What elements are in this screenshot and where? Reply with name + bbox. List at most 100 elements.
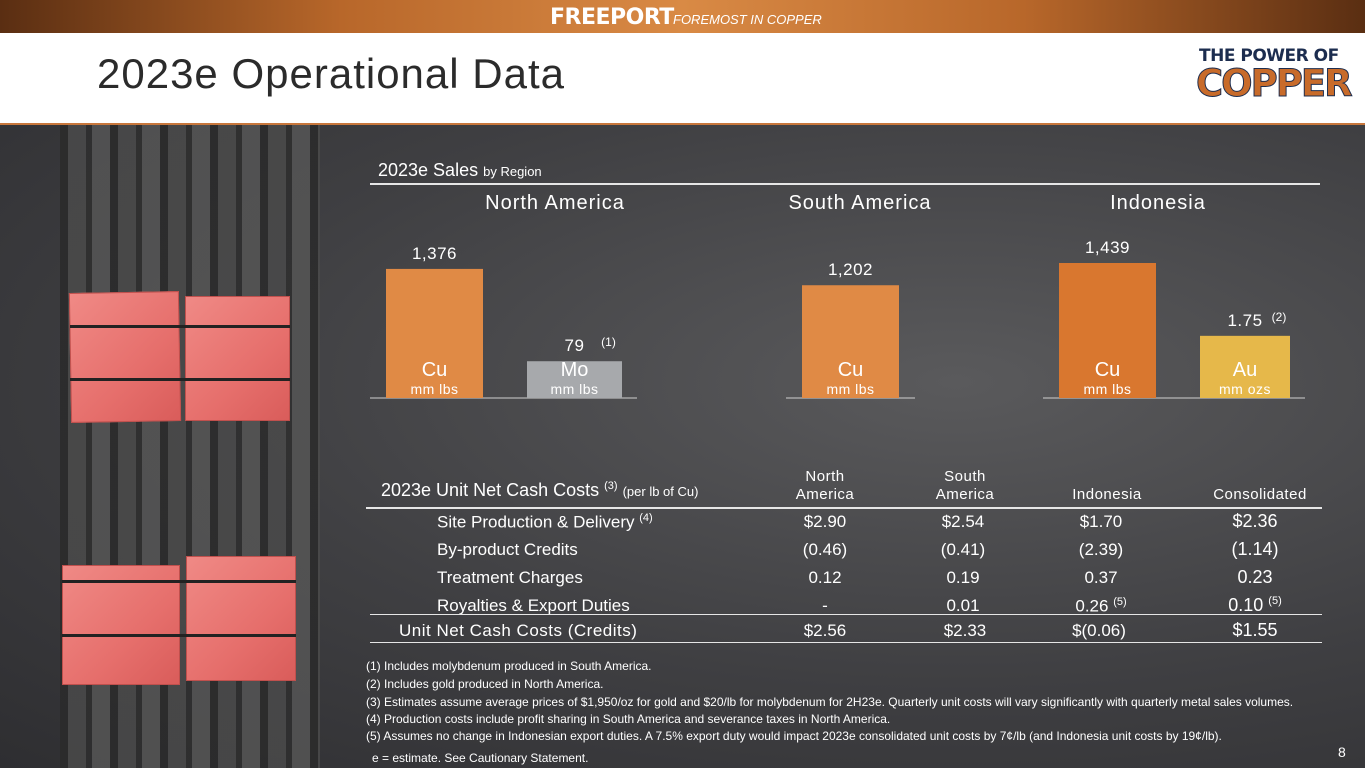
cost-cell: (0.46) [770, 540, 880, 560]
total-indonesia: $(0.06) [1072, 621, 1126, 640]
cost-cell: $1.70 [1046, 512, 1156, 532]
bar-metal-label: Mo [561, 359, 589, 381]
brand-name: FREEPORT [550, 5, 674, 30]
cost-cell: 0.37 [1046, 568, 1156, 588]
cost-row-note: (4) [639, 512, 653, 524]
bar-value-note: (1) [601, 335, 616, 349]
col-head-south-america: South America [935, 468, 995, 503]
cost-value: $2.90 [803, 512, 847, 531]
logo-line1: THE POWER OF [1199, 46, 1339, 66]
cost-value: 0.19 [946, 568, 980, 587]
strap [70, 325, 290, 328]
footnote-5: (5) Assumes no change in Indonesian expo… [366, 729, 1222, 743]
bar-unit-label: mm ozs [1219, 381, 1271, 397]
cost-cell: 0.23 [1200, 567, 1310, 588]
region-indonesia: Indonesia [1110, 192, 1206, 214]
cost-row-label: Treatment Charges [437, 568, 583, 588]
brand-bar: FREEPORT FOREMOST IN COPPER [0, 0, 1365, 33]
cost-value: 0.37 [1084, 568, 1118, 587]
bar-value-label: 1,376 [412, 244, 457, 263]
strap [62, 634, 296, 637]
sales-subtitle: by Region [483, 164, 542, 179]
costs-title-text: 2023e Unit Net Cash Costs [381, 480, 600, 500]
slide-header [0, 33, 1365, 125]
cost-cell: (2.39) [1046, 540, 1156, 560]
costs-title-suffix: (per lb of Cu) [622, 484, 699, 499]
bar-cu [386, 268, 483, 398]
cost-row-label: By-product Credits [437, 540, 578, 560]
costs-title-note: (3) [604, 480, 618, 492]
page-number: 8 [1338, 744, 1346, 760]
cost-cell: 0.01 [908, 596, 1018, 616]
region-south-america: South America [788, 192, 932, 214]
cost-value: $2.36 [1232, 511, 1278, 531]
bar-unit-label: mm lbs [550, 381, 598, 397]
brand-tagline: FOREMOST IN COPPER [673, 12, 822, 27]
cost-cell: 0.26 (5) [1046, 596, 1156, 617]
cost-cell: 0.12 [770, 568, 880, 588]
col-head-indonesia: Indonesia [1072, 486, 1142, 503]
cost-value: 0.26 [1075, 596, 1109, 616]
cost-row-label: Royalties & Export Duties [437, 596, 630, 616]
cost-row-label-text: By-product Credits [437, 540, 578, 559]
sales-rule [370, 183, 1320, 185]
footnote-1: (1) Includes molybdenum produced in Sout… [366, 659, 652, 673]
cost-value: $1.70 [1079, 512, 1123, 531]
cost-cell: - [770, 596, 880, 616]
cost-value: 0.23 [1237, 567, 1273, 587]
cost-row-label: Site Production & Delivery (4) [437, 512, 653, 533]
footnote-2: (2) Includes gold produced in North Amer… [366, 677, 604, 691]
bar-value-label: 1,439 [1085, 238, 1130, 257]
logo-line2: COPPER [1196, 62, 1354, 106]
cost-cell: $2.90 [770, 512, 880, 532]
copper-cathode-stack [185, 296, 290, 421]
cost-cell: 0.19 [908, 568, 1018, 588]
cost-value: 0.10 [1228, 595, 1264, 615]
cost-value: (2.39) [1078, 540, 1124, 559]
sales-title: 2023e Sales by Region [378, 160, 542, 181]
region-north-america: North America [485, 192, 625, 214]
sales-title-text: 2023e Sales [378, 160, 479, 180]
bar-value-label: 1,202 [828, 260, 873, 279]
cost-cell: (1.14) [1200, 539, 1310, 560]
cost-value: $2.54 [941, 512, 985, 531]
total-south-america: $2.33 [943, 621, 987, 640]
bar-metal-label: Cu [838, 359, 864, 381]
copper-cathode-stack [186, 556, 296, 681]
bar-metal-label: Cu [422, 359, 448, 381]
cost-row-label-text: Treatment Charges [437, 568, 583, 587]
bar-value-label: 1.75 [1227, 311, 1262, 330]
bar-mo [527, 361, 622, 398]
bar-metal-label: Cu [1095, 359, 1121, 381]
costs-rule-bottom [370, 642, 1322, 643]
cost-value: - [822, 596, 828, 615]
cost-cell: (0.41) [908, 540, 1018, 560]
strap [70, 378, 290, 381]
footnote-4: (4) Production costs include profit shar… [366, 712, 891, 726]
cost-value: (0.41) [940, 540, 986, 559]
cost-cell: 0.10 (5) [1200, 595, 1310, 616]
bar-au [1200, 335, 1290, 398]
footnote-3: (3) Estimates assume average prices of $… [366, 695, 1294, 709]
bar-value-note: (2) [1272, 310, 1287, 324]
cost-row-label-text: Royalties & Export Duties [437, 596, 630, 615]
bar-value-label: 79 [565, 336, 585, 355]
costs-rule-total [370, 614, 1322, 615]
bar-metal-label: Au [1233, 359, 1257, 381]
col-head-consolidated: Consolidated [1213, 486, 1307, 503]
cost-cell: $2.36 [1200, 511, 1310, 532]
total-north-america: $2.56 [803, 621, 847, 640]
cost-value: 0.01 [946, 596, 980, 615]
strap [62, 580, 296, 583]
col-head-north-america: North America [795, 468, 855, 503]
estimate-note: e = estimate. See Cautionary Statement. [372, 751, 589, 765]
bar-cu [802, 285, 899, 398]
cost-value-note: (5) [1268, 595, 1282, 607]
cost-cell: $2.54 [908, 512, 1018, 532]
cost-row-label-text: Site Production & Delivery [437, 512, 635, 532]
bar-unit-label: mm lbs [410, 381, 458, 397]
costs-title: 2023e Unit Net Cash Costs (3) (per lb of… [381, 480, 698, 501]
total-consolidated: $1.55 [1232, 620, 1278, 640]
cost-value: (0.46) [802, 540, 848, 559]
